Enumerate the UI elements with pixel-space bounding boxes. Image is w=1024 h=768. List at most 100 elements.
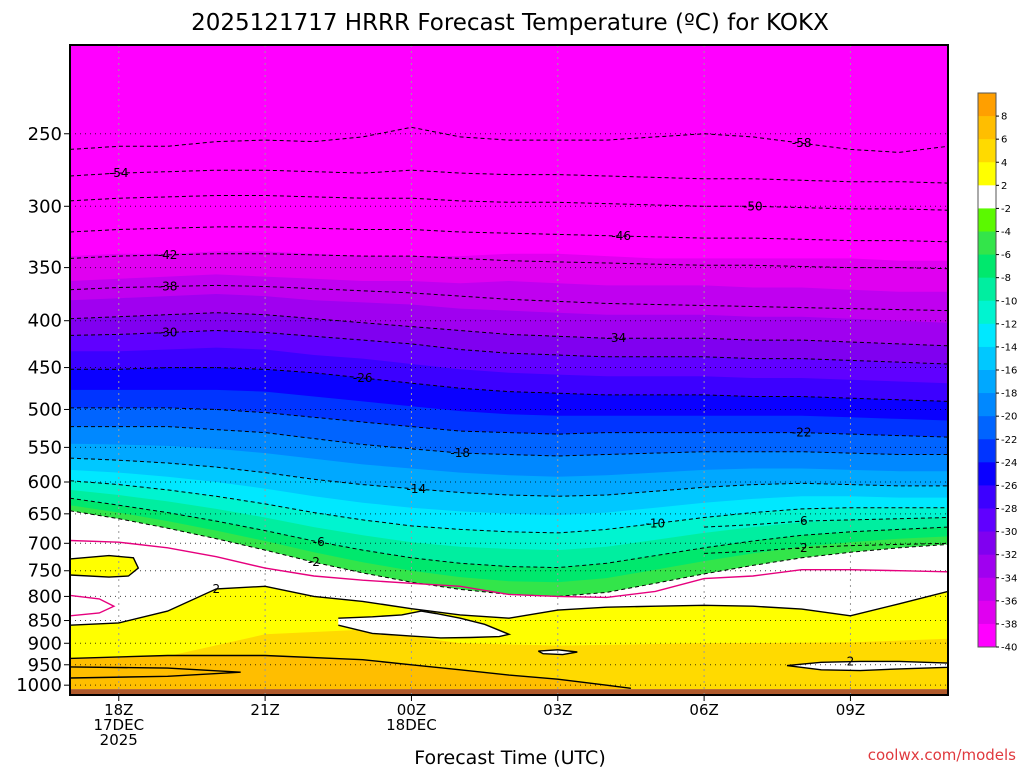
x-tick-label: 17DEC bbox=[93, 716, 144, 734]
y-tick-label: 900 bbox=[28, 633, 62, 654]
isotherm-line bbox=[70, 666, 241, 679]
x-tick-label: 03Z bbox=[543, 701, 572, 719]
y-tick-label: 350 bbox=[28, 258, 62, 279]
colorbar-swatch bbox=[978, 323, 996, 348]
y-tick-label: 650 bbox=[28, 504, 62, 525]
plot-frame bbox=[69, 44, 949, 696]
colorbar-tick-label: -32 bbox=[1001, 550, 1017, 561]
colorbar-swatch bbox=[978, 508, 996, 533]
y-tick-label: 950 bbox=[28, 655, 62, 676]
colorbar-tick-label: -12 bbox=[1001, 319, 1017, 330]
colorbar-tick-label: -2 bbox=[1001, 204, 1011, 215]
colorbar-tick-label: 4 bbox=[1001, 158, 1007, 169]
colorbar-swatch bbox=[978, 393, 996, 417]
colorbar-swatch bbox=[978, 577, 996, 602]
y-tick-label: 800 bbox=[28, 586, 62, 607]
y-tick-label: 300 bbox=[28, 196, 62, 217]
colorbar-swatch bbox=[978, 554, 996, 579]
isotherm-label: -58 bbox=[792, 136, 812, 150]
ground-surface bbox=[70, 689, 948, 695]
colorbar-tick-label: -8 bbox=[1001, 273, 1011, 284]
y-tick-label: 250 bbox=[28, 124, 62, 145]
isotherm-line bbox=[70, 654, 631, 689]
x-tick-label: 18DEC bbox=[386, 716, 437, 734]
isotherm-label: -6 bbox=[796, 514, 808, 528]
colorbar-swatch bbox=[978, 600, 996, 625]
colorbar-swatch bbox=[978, 162, 996, 186]
y-tick-label: 500 bbox=[28, 399, 62, 420]
warm-region bbox=[70, 555, 139, 578]
y-tick-label: 550 bbox=[28, 437, 62, 458]
y-axis: 2503003504004505005506006507007508008509… bbox=[16, 124, 70, 696]
isotherm-line bbox=[70, 510, 948, 597]
isotherm-line bbox=[70, 497, 948, 569]
y-tick-label: 850 bbox=[28, 611, 62, 632]
x-axis-label: Forecast Time (UTC) bbox=[414, 747, 605, 768]
isotherm-line bbox=[338, 610, 512, 639]
isotherm-line bbox=[70, 585, 948, 626]
isotherm-label: -2 bbox=[796, 541, 808, 555]
colorbar-tick-label: -20 bbox=[1001, 412, 1017, 423]
colorbar-swatch bbox=[978, 300, 996, 325]
isotherm-label: -38 bbox=[158, 279, 178, 293]
colorbar-tick-label: -30 bbox=[1001, 527, 1017, 538]
isotherm-label: -22 bbox=[792, 426, 812, 440]
colorbar-tick-label: -36 bbox=[1001, 596, 1017, 607]
isotherm-label: -46 bbox=[611, 229, 631, 243]
isotherm-line bbox=[70, 226, 948, 243]
isotherm-label: -54 bbox=[109, 166, 129, 180]
colorbar-swatch bbox=[978, 346, 996, 371]
x-tick-label: 06Z bbox=[689, 701, 718, 719]
isotherm-line bbox=[70, 126, 948, 153]
credit-text: coolwx.com/models bbox=[868, 746, 1016, 764]
y-tick-label: 400 bbox=[28, 311, 62, 332]
isotherm-label: -14 bbox=[407, 482, 427, 496]
colorbar-swatch bbox=[978, 116, 996, 140]
isotherm-label: -18 bbox=[450, 446, 470, 460]
warm-region bbox=[338, 611, 509, 638]
colorbar-tick-label: 6 bbox=[1001, 135, 1007, 146]
isotherm-label: -6 bbox=[313, 535, 325, 549]
x-tick-label: 21Z bbox=[250, 701, 279, 719]
warm-region bbox=[70, 655, 631, 690]
colorbar-tick-label: -4 bbox=[1001, 227, 1011, 238]
isotherm-label: 2 bbox=[213, 582, 221, 596]
isotherm-line bbox=[70, 594, 116, 617]
y-tick-label: 1000 bbox=[16, 675, 62, 696]
isotherm-line bbox=[70, 554, 140, 578]
colorbar-tick-label: 8 bbox=[1001, 112, 1007, 123]
chart-title: 2025121717 HRRR Forecast Temperature (ºC… bbox=[191, 10, 829, 36]
colorbar-swatch bbox=[978, 277, 996, 302]
isotherm-label: -30 bbox=[158, 325, 178, 339]
colorbar-swatch bbox=[978, 462, 996, 486]
isotherm-label: -50 bbox=[743, 199, 763, 213]
isotherm-label: -42 bbox=[158, 248, 178, 262]
colorbar-swatch bbox=[978, 139, 996, 163]
colorbar-swatch bbox=[978, 531, 996, 556]
colorbar-tick-label: 2 bbox=[1001, 181, 1007, 192]
colorbar-tick-label: -14 bbox=[1001, 342, 1017, 353]
isotherm-line bbox=[537, 649, 578, 656]
colorbar-swatch bbox=[978, 254, 996, 279]
colorbar-tick-label: -26 bbox=[1001, 481, 1017, 492]
isotherm-label: 2 bbox=[847, 655, 855, 669]
colorbar-swatch bbox=[978, 93, 996, 117]
isotherm-line bbox=[704, 542, 948, 554]
x-tick-label: 00Z bbox=[397, 701, 426, 719]
colorbar-tick-label: -38 bbox=[1001, 619, 1017, 630]
colorbar-swatch bbox=[978, 208, 996, 232]
isotherm-line bbox=[70, 480, 948, 534]
colorbar-tick-label: -24 bbox=[1001, 458, 1017, 469]
colorbar-tick-label: -6 bbox=[1001, 250, 1011, 261]
isotherm-label: -2 bbox=[308, 555, 320, 569]
y-tick-label: 600 bbox=[28, 472, 62, 493]
colorbar-tick-label: -16 bbox=[1001, 366, 1017, 377]
colorbar-tick-label: -22 bbox=[1001, 435, 1017, 446]
colorbar-swatch bbox=[978, 485, 996, 509]
x-tick-label: 2025 bbox=[100, 731, 138, 749]
isotherm-line bbox=[704, 517, 948, 528]
isotherm-label: -26 bbox=[353, 371, 373, 385]
isotherm-label: -34 bbox=[607, 331, 627, 345]
colorbar-swatch bbox=[978, 416, 996, 440]
